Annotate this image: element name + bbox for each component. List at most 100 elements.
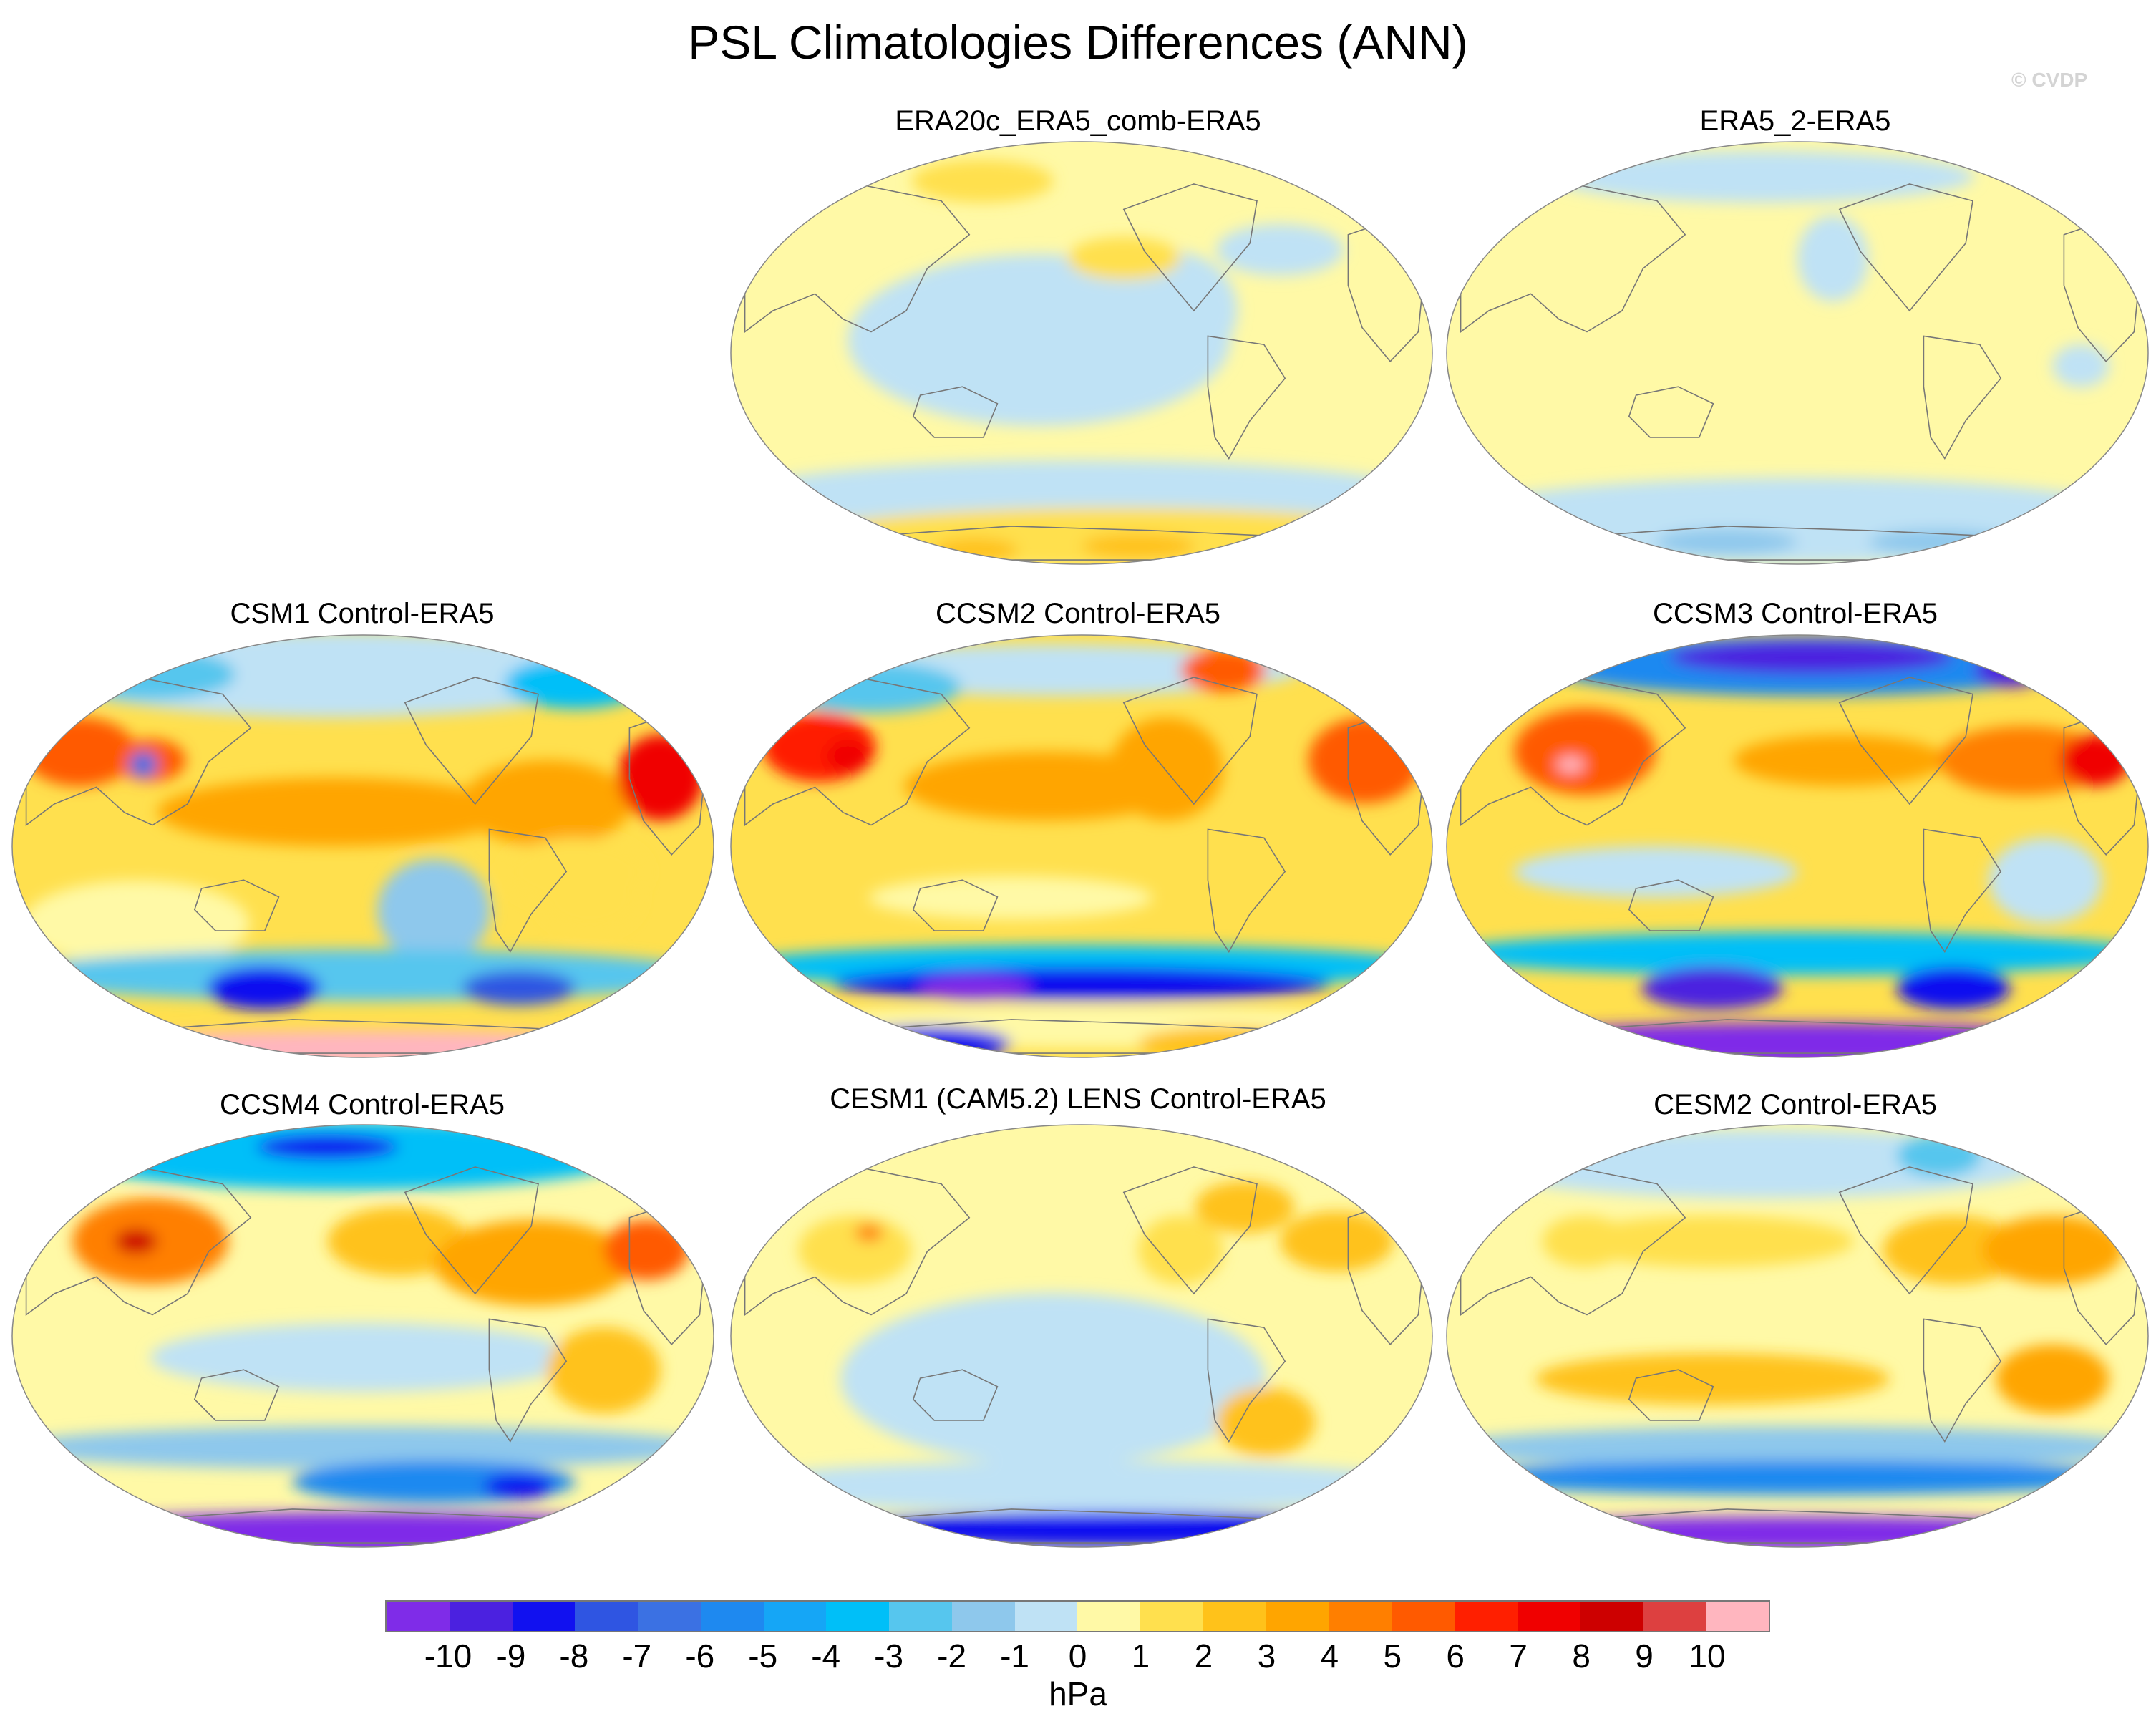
pressure-anomaly (483, 1473, 555, 1499)
coastline (1122, 1166, 1258, 1295)
colorbar-swatch (1580, 1602, 1643, 1631)
coastline (488, 828, 568, 954)
pressure-anomaly (1882, 1216, 2024, 1284)
coastline (488, 1318, 568, 1443)
pressure-anomaly (1216, 1387, 1316, 1456)
coastline (1923, 828, 2002, 954)
colorbar-swatch (1014, 1602, 1078, 1631)
colorbar-swatch (1203, 1602, 1266, 1631)
map-outline (1446, 1124, 2149, 1548)
colorbar-tick-label: 10 (1689, 1637, 1726, 1675)
map-outline (1446, 141, 2149, 565)
pressure-field (1447, 142, 2148, 564)
colorbar-swatch (512, 1602, 576, 1631)
panel-title-cesm2: CESM2 Control-ERA5 (1654, 1089, 1937, 1120)
colorbar-swatch (1455, 1602, 1518, 1631)
coastline (1207, 335, 1286, 460)
colorbar-tick-label: 1 (1131, 1637, 1150, 1675)
pressure-anomaly (1535, 1353, 1890, 1405)
pressure-anomaly (505, 657, 646, 709)
pressure-anomaly (1974, 653, 2046, 687)
pressure-anomaly (327, 1207, 470, 1276)
pressure-anomaly (12, 1512, 714, 1547)
colorbar-swatch (826, 1602, 890, 1631)
coastline (404, 677, 539, 805)
pressure-anomaly (1542, 1216, 1628, 1267)
pressure-anomaly (1669, 640, 1953, 674)
colorbar-swatch (1643, 1602, 1706, 1631)
pressure-anomaly (1896, 1134, 1982, 1177)
pressure-anomaly (1308, 717, 1422, 803)
map-panel-ccsm4 (11, 1124, 714, 1548)
colorbar-swatch (638, 1602, 701, 1631)
pressure-field (731, 1125, 1432, 1547)
pressure-anomaly (1447, 932, 2148, 975)
coastline (1628, 1369, 1714, 1421)
map-panel-cesm1 (730, 1124, 1433, 1548)
pressure-anomaly (12, 949, 714, 1001)
pressure-anomaly (150, 1323, 576, 1392)
map-panel-era20c (730, 141, 1433, 565)
pressure-anomaly (1447, 478, 2148, 563)
pressure-anomaly (1641, 967, 1784, 1009)
coastline (912, 1369, 999, 1421)
coastline (1923, 1318, 2002, 1443)
coastline (1628, 386, 1714, 438)
map-outline (11, 1124, 714, 1548)
pressure-anomaly (22, 881, 250, 967)
pressure-anomaly (840, 1027, 1011, 1057)
pressure-anomaly (1989, 838, 2102, 924)
pressure-anomaly (1514, 846, 1797, 898)
map-panel-cesm2 (1446, 1124, 2149, 1548)
coastline (1838, 1166, 1973, 1295)
colorbar-swatch (449, 1602, 513, 1631)
coastline (1628, 879, 1714, 931)
pressure-anomaly (12, 1031, 714, 1057)
colorbar-swatch (575, 1602, 638, 1631)
cvdp-credit: © CVDP (2011, 69, 2088, 91)
pressure-anomaly (1797, 215, 1868, 301)
colorbar-tick-label: -2 (937, 1637, 967, 1675)
coastline (1838, 677, 1973, 805)
coastline (912, 879, 999, 931)
pressure-anomaly (434, 1220, 633, 1306)
pressure-anomaly (1447, 1516, 2148, 1547)
colorbar-tick-label: -8 (559, 1637, 589, 1675)
pressure-field (731, 142, 1432, 564)
pressure-anomaly (840, 1293, 1266, 1465)
map-panel-era5-2 (1446, 141, 2149, 565)
colorbar-tick-label: -4 (811, 1637, 841, 1675)
pressure-anomaly (855, 1224, 883, 1241)
map-outline (730, 1124, 1433, 1548)
pressure-field (1447, 1125, 2148, 1547)
panel-title-ccsm3: CCSM3 Control-ERA5 (1653, 598, 1938, 629)
coastline (1207, 1318, 1286, 1443)
map-outline (730, 634, 1433, 1058)
colorbar-swatch (889, 1602, 952, 1631)
pressure-anomaly (2059, 735, 2131, 786)
pressure-anomaly (1868, 529, 2010, 555)
colorbar-tick-label: 6 (1446, 1637, 1465, 1675)
pressure-anomaly (833, 967, 1330, 1001)
colorbar-swatch (1706, 1602, 1769, 1631)
coastline (1122, 677, 1258, 805)
pressure-anomaly (1447, 1426, 2148, 1469)
colorbar-tick-label: -7 (622, 1637, 652, 1675)
pressure-field (731, 635, 1432, 1057)
pressure-anomaly (1216, 224, 1344, 276)
colorbar (385, 1600, 1770, 1632)
pressure-anomaly (1447, 1022, 2148, 1057)
pressure-anomaly (777, 662, 961, 713)
colorbar-swatch (387, 1602, 450, 1631)
pressure-anomaly (869, 876, 1152, 919)
colorbar-swatch (1140, 1602, 1203, 1631)
colorbar-tick-label: 5 (1383, 1637, 1402, 1675)
pressure-anomaly (1733, 735, 1946, 786)
map-panel-csm1 (11, 634, 714, 1058)
colorbar-swatch (951, 1602, 1015, 1631)
pressure-anomaly (1109, 717, 1223, 820)
pressure-anomaly (918, 975, 1032, 1001)
panel-title-era20c: ERA20c_ERA5_comb-ERA5 (895, 105, 1261, 137)
colorbar-swatch (1077, 1602, 1141, 1631)
pressure-anomaly (731, 1461, 1432, 1512)
